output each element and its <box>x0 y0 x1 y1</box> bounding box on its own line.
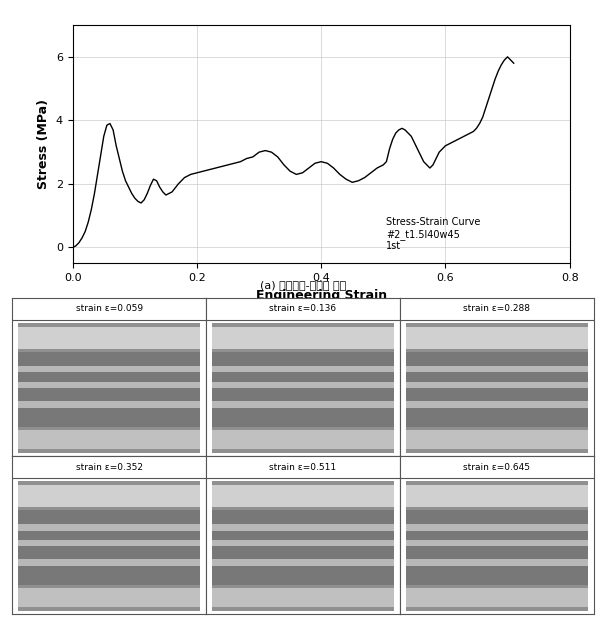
Bar <box>18 510 200 586</box>
Bar <box>212 352 394 427</box>
Bar <box>18 540 200 546</box>
Text: strain ε=0.059: strain ε=0.059 <box>76 304 142 314</box>
Bar <box>406 327 588 349</box>
Bar <box>212 524 394 531</box>
Bar <box>406 382 588 388</box>
Bar <box>18 327 200 349</box>
Bar <box>406 524 588 531</box>
Text: strain ε=0.136: strain ε=0.136 <box>270 304 336 314</box>
Bar <box>212 366 394 372</box>
Text: (a) 압축응력-변형률 곡선: (a) 압축응력-변형률 곡선 <box>260 280 346 290</box>
Bar <box>18 588 200 608</box>
Bar <box>18 559 200 566</box>
Bar <box>18 366 200 372</box>
Bar <box>18 485 200 507</box>
Bar <box>18 524 200 531</box>
Y-axis label: Stress (MPa): Stress (MPa) <box>38 99 50 189</box>
Bar <box>212 540 394 546</box>
Bar <box>18 482 200 611</box>
Bar <box>18 401 200 408</box>
Bar <box>406 323 588 453</box>
Bar <box>406 482 588 611</box>
Bar <box>212 382 394 388</box>
Bar <box>406 588 588 608</box>
Bar <box>406 352 588 427</box>
Bar <box>212 588 394 608</box>
Text: strain ε=0.288: strain ε=0.288 <box>464 304 530 314</box>
Text: strain ε=0.645: strain ε=0.645 <box>464 463 530 472</box>
Bar <box>212 485 394 507</box>
Bar <box>406 401 588 408</box>
Bar <box>18 382 200 388</box>
Bar <box>406 540 588 546</box>
Text: Stress-Strain Curve
#2_t1.5l40w45
1st: Stress-Strain Curve #2_t1.5l40w45 1st <box>386 218 480 251</box>
Bar <box>212 559 394 566</box>
Bar <box>18 352 200 427</box>
Bar <box>18 323 200 453</box>
Bar <box>212 429 394 449</box>
Bar <box>212 327 394 349</box>
Bar <box>406 510 588 586</box>
Bar <box>406 559 588 566</box>
Text: strain ε=0.352: strain ε=0.352 <box>76 463 142 472</box>
X-axis label: Engineering Strain: Engineering Strain <box>256 288 387 302</box>
Bar <box>212 482 394 611</box>
Bar <box>212 323 394 453</box>
Bar <box>212 510 394 586</box>
Bar <box>406 366 588 372</box>
Text: strain ε=0.511: strain ε=0.511 <box>270 463 336 472</box>
Bar <box>406 485 588 507</box>
Bar <box>18 429 200 449</box>
Bar <box>406 429 588 449</box>
Bar <box>212 401 394 408</box>
